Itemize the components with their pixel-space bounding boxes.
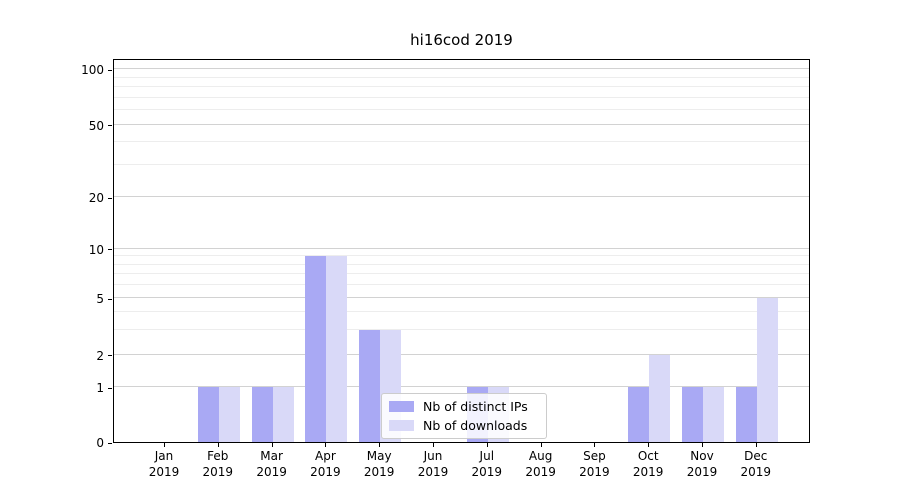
major-gridline — [114, 353, 809, 355]
legend-label: Nb of distinct IPs — [423, 399, 528, 414]
plot-area: Nb of distinct IPs Nb of downloads — [113, 59, 810, 443]
major-gridline — [114, 196, 809, 198]
x-tick-mark — [648, 443, 650, 447]
major-gridline — [114, 386, 809, 388]
x-tick-label: Aug 2019 — [514, 448, 568, 480]
y-tick-label: 50 — [88, 118, 104, 133]
bar-distinct_ips — [682, 387, 703, 442]
x-tick-label: Apr 2019 — [298, 448, 352, 480]
bar-downloads — [649, 354, 671, 442]
y-tick-label: 5 — [96, 292, 104, 306]
minor-gridline — [114, 141, 809, 143]
x-tick-year: 2019 — [579, 465, 610, 479]
x-tick-mark — [594, 443, 596, 447]
minor-gridline — [114, 164, 809, 166]
bar-distinct_ips — [305, 256, 327, 442]
x-tick-label: Mar 2019 — [245, 448, 299, 480]
y-tick-mark — [108, 442, 112, 444]
minor-gridline — [114, 86, 809, 88]
x-tick-label: Dec 2019 — [729, 448, 783, 480]
x-tick-year: 2019 — [363, 465, 395, 479]
bar-downloads — [756, 298, 778, 442]
x-tick-label: May 2019 — [352, 448, 406, 480]
bar-distinct_ips — [359, 329, 381, 442]
x-tick-year: 2019 — [202, 465, 234, 479]
y-tick-mark — [108, 69, 112, 71]
y-tick-label: 20 — [88, 191, 104, 205]
y-tick-label: 1 — [96, 381, 104, 396]
bar-distinct_ips — [197, 387, 219, 442]
legend-item-distinct-ips: Nb of distinct IPs — [389, 399, 539, 414]
minor-gridline — [114, 284, 809, 286]
minor-gridline — [114, 255, 809, 257]
x-tick-year: 2019 — [632, 465, 664, 479]
minor-gridline — [114, 310, 809, 312]
bar-distinct_ips — [251, 387, 273, 442]
y-tick-mark — [108, 249, 112, 251]
minor-gridline — [114, 328, 809, 330]
x-tick-mark — [379, 443, 381, 447]
x-tick-label: Jul 2019 — [460, 448, 514, 480]
legend: Nb of distinct IPs Nb of downloads — [381, 393, 547, 439]
x-tick-label: Oct 2019 — [621, 448, 675, 480]
x-tick-label: Sep 2019 — [567, 448, 621, 480]
x-tick-mark — [325, 443, 327, 447]
x-tick-year: 2019 — [471, 465, 503, 479]
chart-title: hi16cod 2019 — [410, 31, 513, 49]
legend-swatch-distinct-ips — [389, 401, 414, 412]
minor-gridline — [114, 109, 809, 111]
y-tick-label: 0 — [96, 436, 104, 450]
bar-downloads — [326, 256, 348, 442]
x-tick-mark — [702, 443, 703, 447]
legend-item-downloads: Nb of downloads — [389, 418, 539, 433]
x-tick-mark — [486, 443, 488, 447]
x-tick-label: Jun 2019 — [406, 448, 460, 480]
minor-gridline — [114, 96, 809, 98]
y-tick-mark — [108, 298, 112, 300]
x-tick-label: Jan 2019 — [137, 448, 191, 480]
bar-downloads — [272, 387, 294, 442]
major-gridline — [114, 297, 809, 298]
y-tick-mark — [108, 387, 112, 389]
y-tick-mark — [108, 355, 112, 357]
y-tick-mark — [108, 125, 112, 127]
y-tick-mark — [108, 197, 112, 199]
legend-label: Nb of downloads — [423, 418, 528, 433]
minor-gridline — [114, 263, 809, 265]
legend-swatch-downloads — [389, 420, 414, 431]
y-tick-label: 100 — [81, 63, 104, 78]
bar-downloads — [218, 387, 240, 442]
y-tick-label: 2 — [96, 348, 104, 363]
minor-gridline — [114, 76, 809, 78]
major-gridline — [114, 247, 809, 249]
y-tick-label: 10 — [88, 242, 104, 257]
x-tick-year: 2019 — [256, 465, 287, 479]
x-tick-label: Feb 2019 — [191, 448, 245, 480]
x-tick-mark — [540, 443, 542, 447]
minor-gridline — [114, 273, 809, 275]
major-gridline — [114, 123, 809, 125]
x-tick-year: 2019 — [686, 465, 718, 479]
x-tick-mark — [271, 443, 273, 447]
x-tick-year: 2019 — [417, 465, 449, 479]
x-tick-year: 2019 — [148, 465, 180, 479]
x-tick-year: 2019 — [310, 465, 341, 479]
x-tick-mark — [433, 443, 434, 447]
x-tick-label: Nov 2019 — [675, 448, 729, 480]
bar-downloads — [703, 387, 724, 442]
x-tick-mark — [164, 443, 165, 447]
x-tick-mark — [217, 443, 219, 447]
major-gridline — [114, 68, 809, 70]
x-tick-year: 2019 — [740, 465, 772, 479]
bar-distinct_ips — [628, 387, 650, 442]
bar-distinct_ips — [735, 387, 757, 442]
x-tick-mark — [755, 443, 757, 447]
x-tick-year: 2019 — [525, 465, 556, 479]
